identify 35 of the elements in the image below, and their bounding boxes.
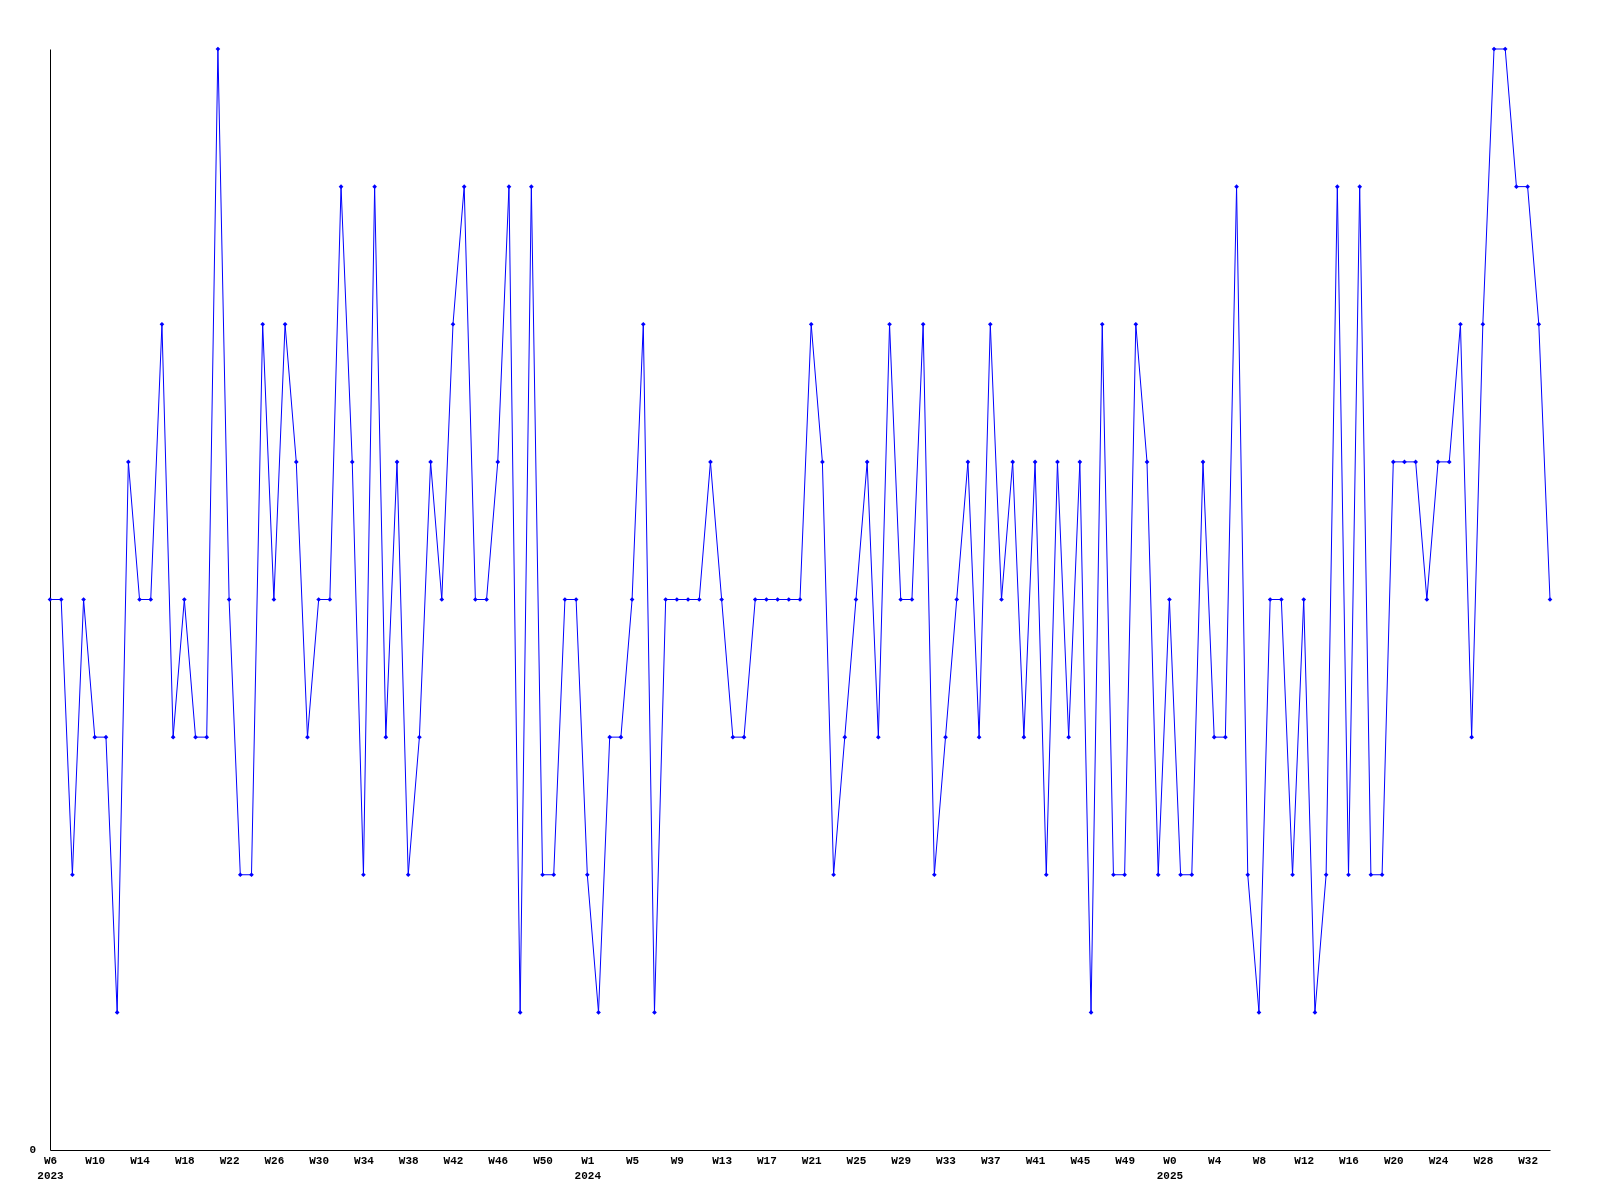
x-tick-label: W5	[625, 1154, 640, 1167]
x-tick-label: W25	[846, 1154, 867, 1167]
x-tick-label: W10	[85, 1154, 106, 1167]
x-tick-label: W17	[757, 1154, 777, 1167]
x-tick-label: W6 2023	[37, 1154, 65, 1182]
x-tick-label: W46	[488, 1154, 509, 1167]
x-tick-label: W41	[1025, 1154, 1046, 1167]
x-tick-label: W42	[443, 1154, 464, 1167]
x-tick-label: W49	[1115, 1154, 1136, 1167]
x-tick-label: W9	[670, 1154, 684, 1167]
x-tick-label: W12	[1294, 1154, 1315, 1167]
x-tick-label: W30	[309, 1154, 330, 1167]
x-tick-label: W21	[801, 1154, 822, 1167]
text: 0	[29, 1144, 36, 1156]
x-tick-label: W26	[264, 1154, 285, 1167]
x-tick-label: W50	[533, 1154, 553, 1167]
x-tick-label: W29	[891, 1154, 912, 1167]
x-tick-label: W4	[1208, 1154, 1222, 1167]
x-tick-label: W37	[980, 1154, 1001, 1167]
x-tick-label: W45	[1070, 1154, 1091, 1167]
x-tick-label: W16	[1339, 1154, 1359, 1167]
x-tick-label: W1 2024	[574, 1154, 602, 1182]
x-tick-label: W33	[936, 1154, 957, 1167]
x-tick-label: W18	[174, 1154, 196, 1167]
x-tick-label: W14	[130, 1154, 151, 1167]
x-tick-label: W32	[1518, 1154, 1539, 1167]
x-tick-label: W8	[1252, 1154, 1267, 1167]
x-tick-label: W28	[1473, 1154, 1494, 1167]
x-tick-label: W38	[398, 1154, 419, 1167]
x-tick-label: W24	[1428, 1154, 1449, 1167]
x-tick-label: W22	[219, 1154, 240, 1167]
x-tick-label: W34	[354, 1154, 375, 1167]
x-tick-label: W20	[1383, 1154, 1404, 1167]
x-tick-label: W13	[712, 1154, 733, 1167]
x-tick-label: W0 2025	[1156, 1154, 1184, 1182]
